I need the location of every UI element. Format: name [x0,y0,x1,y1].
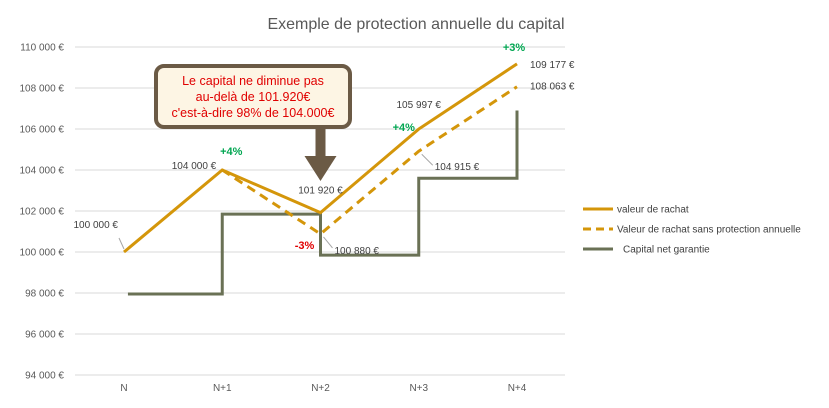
y-axis-ticks: 94 000 € 96 000 € 98 000 € 100 000 € 102 000… [20,43,65,382]
x-tick-label: N+1 [213,383,232,394]
callout-box: Le capital ne diminue pas au-delà de 101.… [154,64,352,181]
x-tick-label: N+4 [508,383,527,394]
y-tick-label: 108 000 € [20,84,65,95]
legend-label: Capital net garantie [623,245,710,256]
percent-label: +3% [503,42,526,54]
data-label: 104 000 € [172,161,217,172]
legend-label: Valeur de rachat sans protection annuell… [617,225,801,236]
series-line [127,110,519,296]
callout-line: c'est-à-dire 98% de 104.000€ [172,106,335,120]
percent-label: +4% [220,146,243,158]
series-line [221,85,518,236]
series-layer [123,62,519,296]
callout-line: Le capital ne diminue pas [182,74,324,88]
data-label: 104 915 € [435,162,480,173]
x-tick-label: N [120,383,127,394]
label-leaders [118,153,434,250]
y-tick-label: 106 000 € [20,125,65,136]
legend: valeur de rachat Valeur de rachat sans pr… [583,205,801,256]
x-tick-label: N+2 [311,383,330,394]
y-tick-label: 98 000 € [25,289,64,300]
data-label: 101 920 € [298,186,343,197]
legend-label: valeur de rachat [617,205,689,216]
data-label: 108 063 € [530,82,575,93]
data-label: 109 177 € [530,60,575,71]
percent-label: +4% [393,122,416,134]
y-tick-label: 104 000 € [20,166,65,177]
y-tick-label: 96 000 € [25,330,64,341]
x-axis-ticks: N N+1 N+2 N+3 N+4 [120,383,526,394]
leader-line [421,153,434,166]
percent-labels: +4% -3% +4% +3% [220,42,525,252]
y-tick-label: 110 000 € [20,43,64,54]
data-label: 100 000 € [74,220,119,231]
y-tick-label: 100 000 € [20,248,65,259]
data-label: 100 880 € [335,246,380,257]
chart-title: Exemple de protection annuelle du capita… [267,16,564,33]
data-label: 105 997 € [397,100,442,111]
callout-arrow-head [304,156,337,181]
callout-arrow-shaft [315,129,326,157]
series-line [123,62,518,254]
percent-label: -3% [295,240,315,252]
leader-line [323,236,333,249]
y-tick-label: 94 000 € [25,371,64,382]
data-labels: 100 000 € 104 000 € 101 920 € 100 880 € 105 … [74,60,575,257]
callout-line: au-delà de 101.920€ [196,90,311,104]
x-tick-label: N+3 [409,383,428,394]
callout-frame [154,64,352,129]
leader-line [118,237,125,250]
y-tick-label: 102 000 € [20,207,65,218]
